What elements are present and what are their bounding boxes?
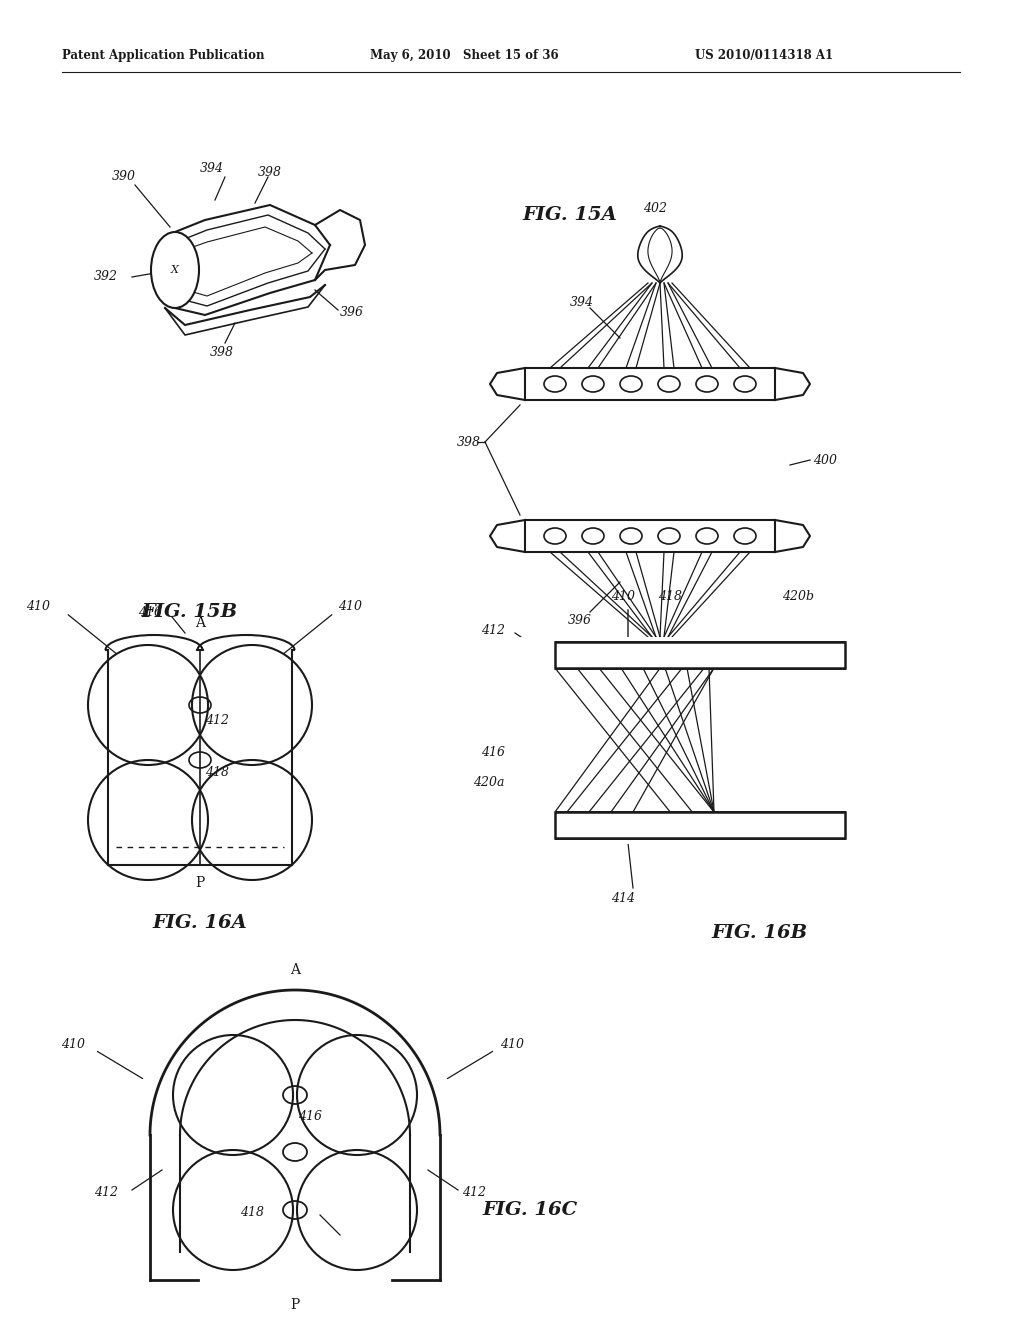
Text: 416: 416: [298, 1110, 322, 1123]
Ellipse shape: [151, 232, 199, 308]
Bar: [505, 638, 555, 843]
Text: 398: 398: [210, 346, 234, 359]
Text: 412: 412: [94, 1187, 118, 1200]
Text: 410: 410: [338, 601, 362, 614]
Text: 402: 402: [643, 202, 667, 214]
Text: Patent Application Publication: Patent Application Publication: [62, 49, 264, 62]
Text: 412: 412: [205, 714, 229, 726]
Text: 398: 398: [457, 436, 481, 449]
Ellipse shape: [734, 528, 756, 544]
Text: A: A: [195, 616, 205, 630]
Bar: [555, 812, 845, 838]
Ellipse shape: [734, 376, 756, 392]
Bar: [555, 642, 845, 668]
Text: 416: 416: [481, 746, 505, 759]
Text: FIG. 16C: FIG. 16C: [482, 1201, 578, 1218]
Text: P: P: [196, 876, 205, 890]
Bar: [505, 638, 715, 843]
Bar: [715, 638, 910, 843]
Text: May 6, 2010   Sheet 15 of 36: May 6, 2010 Sheet 15 of 36: [370, 49, 559, 62]
Text: A: A: [290, 964, 300, 977]
Bar: [555, 642, 845, 668]
Bar: [845, 638, 1024, 843]
Bar: [525, 368, 775, 400]
Text: 396: 396: [340, 306, 364, 319]
Text: 394: 394: [200, 162, 224, 176]
Text: 420a: 420a: [473, 776, 505, 788]
Bar: [555, 642, 845, 668]
Bar: [525, 520, 775, 552]
Text: X: X: [171, 265, 179, 275]
Text: 392: 392: [94, 271, 118, 284]
Ellipse shape: [658, 528, 680, 544]
Text: P: P: [291, 1298, 300, 1312]
Text: 414: 414: [611, 891, 635, 904]
Ellipse shape: [620, 528, 642, 544]
Ellipse shape: [582, 528, 604, 544]
Text: 396: 396: [568, 614, 592, 627]
Text: 390: 390: [112, 170, 136, 183]
Ellipse shape: [696, 376, 718, 392]
Text: 410: 410: [26, 601, 50, 614]
Text: 412: 412: [462, 1187, 486, 1200]
Text: 410: 410: [61, 1039, 85, 1052]
Text: FIG. 15B: FIG. 15B: [142, 603, 238, 620]
Text: 398: 398: [258, 165, 282, 178]
Bar: [555, 812, 845, 838]
Text: FIG. 15A: FIG. 15A: [522, 206, 617, 224]
Text: 410: 410: [500, 1039, 524, 1052]
Text: 402: 402: [643, 705, 667, 718]
Text: 418: 418: [205, 767, 229, 780]
Ellipse shape: [658, 376, 680, 392]
Text: 412: 412: [481, 623, 505, 636]
Bar: [505, 638, 555, 843]
Ellipse shape: [620, 376, 642, 392]
Bar: [846, 638, 1024, 843]
Text: 400: 400: [813, 454, 837, 466]
Text: 418: 418: [240, 1206, 264, 1220]
Text: 394: 394: [570, 297, 594, 309]
Ellipse shape: [582, 376, 604, 392]
Text: 418: 418: [658, 590, 682, 603]
Text: 420b: 420b: [782, 590, 814, 603]
Text: 416: 416: [138, 606, 162, 619]
Ellipse shape: [696, 528, 718, 544]
Bar: [555, 812, 845, 838]
Text: FIG. 16B: FIG. 16B: [712, 924, 808, 942]
Text: 410: 410: [611, 590, 635, 603]
Text: US 2010/0114318 A1: US 2010/0114318 A1: [695, 49, 834, 62]
Ellipse shape: [544, 528, 566, 544]
Ellipse shape: [544, 376, 566, 392]
Text: FIG. 16A: FIG. 16A: [153, 913, 248, 932]
